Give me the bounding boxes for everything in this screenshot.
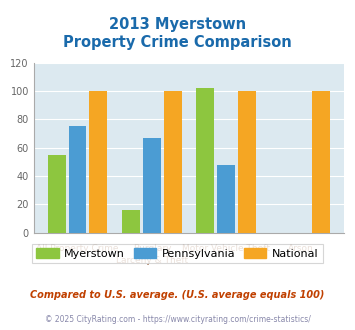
Bar bbox=[238, 91, 256, 233]
Bar bbox=[312, 91, 330, 233]
Legend: Myerstown, Pennsylvania, National: Myerstown, Pennsylvania, National bbox=[32, 244, 323, 263]
Bar bbox=[143, 138, 161, 233]
Text: 2013 Myerstown: 2013 Myerstown bbox=[109, 17, 246, 32]
Text: Motor Vehicle Theft: Motor Vehicle Theft bbox=[182, 244, 270, 253]
Text: Property Crime Comparison: Property Crime Comparison bbox=[63, 35, 292, 50]
Bar bbox=[89, 91, 107, 233]
Bar bbox=[217, 165, 235, 233]
Text: Larceny & Theft: Larceny & Theft bbox=[116, 256, 188, 265]
Bar bbox=[69, 126, 87, 233]
Text: Arson: Arson bbox=[288, 244, 313, 253]
Bar bbox=[122, 210, 140, 233]
Text: All Property Crime: All Property Crime bbox=[36, 244, 119, 253]
Text: © 2025 CityRating.com - https://www.cityrating.com/crime-statistics/: © 2025 CityRating.com - https://www.city… bbox=[45, 314, 310, 324]
Bar bbox=[48, 155, 66, 233]
Bar bbox=[196, 88, 214, 233]
Bar bbox=[164, 91, 182, 233]
Text: Burglary: Burglary bbox=[133, 244, 171, 253]
Text: Compared to U.S. average. (U.S. average equals 100): Compared to U.S. average. (U.S. average … bbox=[30, 290, 325, 300]
